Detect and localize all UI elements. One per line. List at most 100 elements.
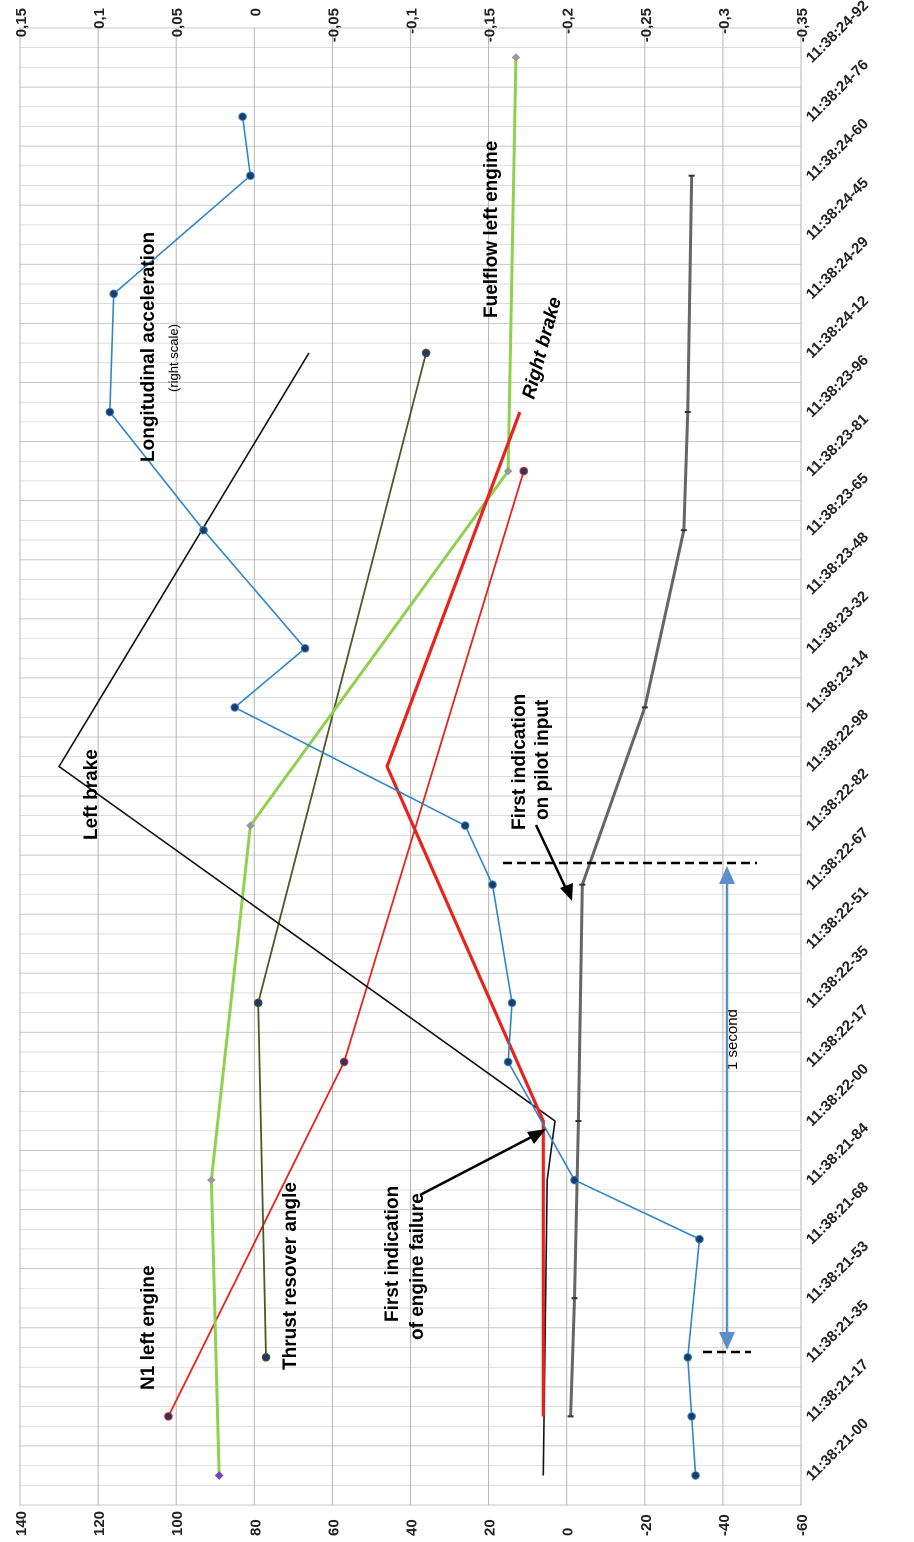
data-point xyxy=(253,998,263,1008)
right-axis-tick-label: 0,05 xyxy=(169,8,186,37)
pilot-arrow-head xyxy=(560,883,573,901)
right-axis-tick-label: 0,15 xyxy=(13,8,30,37)
series-line xyxy=(385,411,545,1417)
data-point xyxy=(488,880,497,889)
category-tick-label: 11:38:22-82 xyxy=(803,765,872,834)
label-right-brake: Right brake xyxy=(519,294,566,401)
category-tick-label: 11:38:22-00 xyxy=(803,1061,872,1130)
right-axis-tick-label: -0,3 xyxy=(716,8,733,34)
category-tick-label: 11:38:24-29 xyxy=(803,233,872,302)
left-axis-tick-label: 80 xyxy=(247,1519,264,1536)
category-tick-label: 11:38:22-35 xyxy=(803,942,872,1011)
one-second-arrow-bottom xyxy=(719,1332,735,1350)
left-axis-tick-label: 0 xyxy=(560,1528,577,1536)
category-tick-label: 11:38:21-00 xyxy=(803,1415,872,1484)
series-line xyxy=(209,57,518,1476)
series-line xyxy=(58,352,556,1476)
series-line xyxy=(109,116,701,1476)
left-axis-tick-label: 40 xyxy=(404,1519,421,1536)
failure-arrow-head xyxy=(527,1129,546,1144)
data-point xyxy=(230,703,240,712)
category-tick-label: 11:38:24-60 xyxy=(803,115,872,184)
right-axis-tick-label: -0,05 xyxy=(325,8,342,42)
annotations: N1 left engine Thrust resover angle Left… xyxy=(81,141,741,1390)
data-point xyxy=(199,525,208,535)
right-axis-tick-label: -0,2 xyxy=(560,8,577,34)
category-tick-label: 11:38:23-48 xyxy=(803,529,872,598)
data-point xyxy=(207,1175,216,1185)
data-point xyxy=(300,644,310,653)
category-tick-label: 11:38:24-92 xyxy=(803,0,872,66)
left-axis-tick-label: 120 xyxy=(91,1511,108,1536)
right-axis-tick-label: -0,15 xyxy=(482,8,499,42)
category-tick-label: 11:38:24-12 xyxy=(803,293,872,362)
right-axis-tick-label: -0,1 xyxy=(404,8,421,34)
data-point xyxy=(570,1175,579,1185)
left-axis-tick-label: 140 xyxy=(13,1511,30,1536)
data-point xyxy=(687,1412,696,1421)
data-point xyxy=(683,1353,693,1362)
data-point xyxy=(460,821,470,830)
label-longitudinal-acceleration: Longitudinal acceleration xyxy=(138,232,159,462)
label-fuelflow-left-engine: Fuelflow left engine xyxy=(481,141,502,318)
category-tick-label: 11:38:22-67 xyxy=(803,824,872,893)
label-left-brake: Left brake xyxy=(81,749,102,840)
left-axis-tick-label: -40 xyxy=(716,1514,733,1536)
data-point xyxy=(691,1471,700,1480)
category-tick-label: 11:38:24-76 xyxy=(803,56,872,125)
annotation-arrows xyxy=(419,824,757,1354)
label-thrust-resover-angle: Thrust resover angle xyxy=(280,1182,301,1370)
data-point xyxy=(214,1471,224,1480)
series-4 xyxy=(385,411,545,1417)
category-tick-label: 11:38:24-45 xyxy=(803,174,872,243)
right-axis-tick-label: -0,25 xyxy=(638,8,655,42)
series-6 xyxy=(105,112,704,1480)
data-point xyxy=(339,1057,349,1067)
category-tick-label: 11:38:21-17 xyxy=(803,1356,872,1425)
label-first-indication-pilot-2: on pilot input xyxy=(532,699,553,820)
category-tick-label: 11:38:23-81 xyxy=(803,411,872,480)
data-point xyxy=(507,998,517,1008)
data-point xyxy=(261,1353,271,1362)
one-second-arrow-top xyxy=(719,866,735,884)
data-point xyxy=(519,466,529,476)
left-axis-tick-label: -20 xyxy=(638,1514,655,1536)
data-point xyxy=(246,171,255,180)
category-tick-label: 11:38:21-68 xyxy=(803,1179,872,1248)
data-point xyxy=(105,407,115,417)
category-tick-label: 11:38:23-65 xyxy=(803,470,872,539)
series-line xyxy=(569,175,694,1417)
right-axis-tick-label: 0 xyxy=(247,8,264,16)
category-tick-label: 11:38:22-17 xyxy=(803,1001,872,1070)
data-point xyxy=(695,1234,704,1244)
left-axis-tick-label: 100 xyxy=(169,1511,186,1536)
label-first-indication-failure-2: of engine failure xyxy=(407,1193,428,1340)
data-point xyxy=(511,53,521,62)
data-point xyxy=(238,112,247,121)
label-first-indication-pilot-1: First indication xyxy=(509,694,530,830)
category-tick-label: 11:38:23-96 xyxy=(803,352,872,421)
data-point xyxy=(164,1412,173,1421)
category-tick-label: 11:38:21-35 xyxy=(803,1297,872,1366)
data-point xyxy=(503,1057,513,1067)
right-axis-tick-label: 0,1 xyxy=(91,8,108,29)
left-axis-tick-label: 60 xyxy=(325,1519,342,1536)
series-5 xyxy=(567,174,695,1418)
series-1 xyxy=(253,348,431,1362)
category-tick-label: 11:38:23-32 xyxy=(803,588,872,657)
right-axis-tick-label: -0,35 xyxy=(794,8,811,42)
category-tick-label: 11:38:22-51 xyxy=(803,883,872,952)
failure-arrow xyxy=(419,1129,544,1197)
left-axis-tick-label: -60 xyxy=(794,1514,811,1536)
category-tick-label: 11:38:21-53 xyxy=(803,1238,872,1307)
series-line xyxy=(167,470,525,1417)
label-first-indication-failure-1: First indication xyxy=(382,1186,403,1322)
chart-grid xyxy=(19,27,802,1506)
series-0 xyxy=(164,466,529,1421)
left-axis-tick-label: 20 xyxy=(482,1519,499,1536)
category-tick-label: 11:38:23-14 xyxy=(803,647,873,717)
data-point xyxy=(109,289,119,299)
category-tick-label: 11:38:21-84 xyxy=(803,1119,873,1189)
label-n1-left-engine: N1 left engine xyxy=(138,1265,159,1390)
